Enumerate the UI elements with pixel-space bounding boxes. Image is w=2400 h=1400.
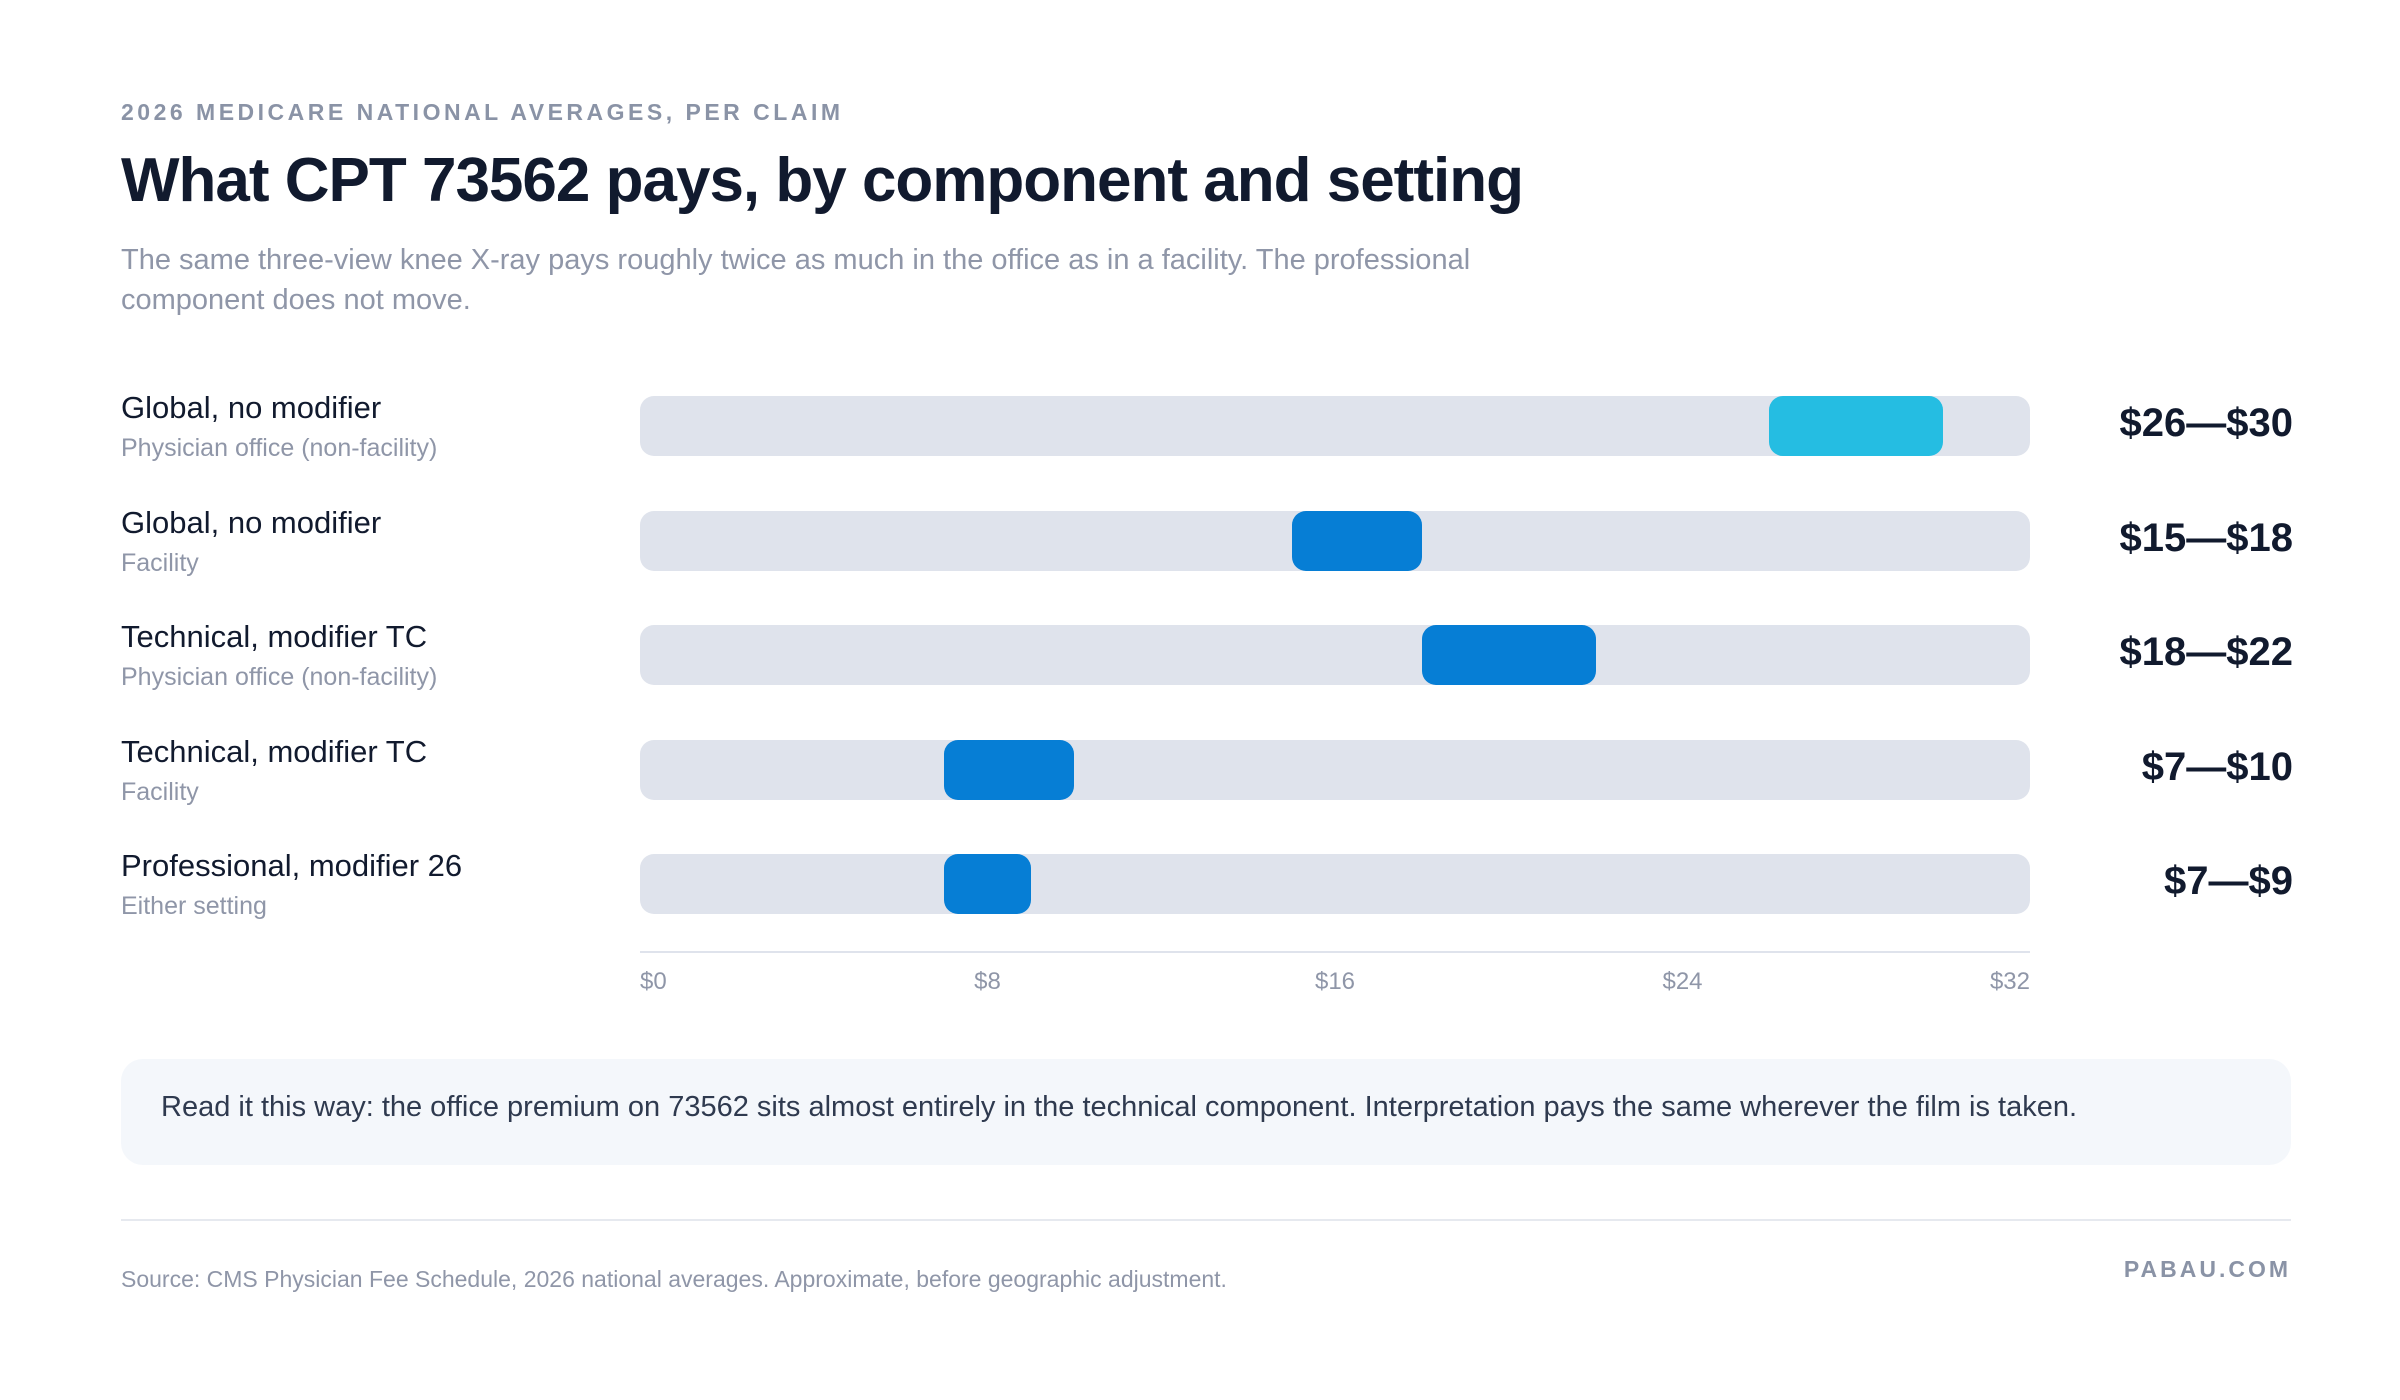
bar-track xyxy=(640,625,2030,685)
range-bar xyxy=(944,740,1075,800)
row-sublabel: Physician office (non-facility) xyxy=(121,663,438,691)
row-sublabel: Physician office (non-facility) xyxy=(121,434,438,462)
x-tick-label: $16 xyxy=(1314,968,1356,995)
chart-title: What CPT 73562 pays, by component and se… xyxy=(121,146,1524,215)
callout-box: Read it this way: the office premium on … xyxy=(121,1059,2291,1165)
range-value-label: $7—$9 xyxy=(2164,859,2293,903)
row-label: Technical, modifier TC xyxy=(121,734,428,769)
range-bar xyxy=(1769,396,1944,456)
range-bar xyxy=(1421,625,1596,685)
row-sublabel: Facility xyxy=(121,778,199,806)
row-sublabel: Facility xyxy=(121,549,199,577)
x-tick-label: $8 xyxy=(974,968,1001,995)
x-tick-label: $0 xyxy=(640,968,667,995)
row-label: Professional, modifier 26 xyxy=(121,848,463,883)
bar-track xyxy=(640,740,2030,800)
source-note: Source: CMS Physician Fee Schedule, 2026… xyxy=(121,1266,1227,1292)
footer-divider xyxy=(121,1219,2291,1221)
range-bar-chart: Global, no modifier Physician office (non… xyxy=(121,390,2293,995)
range-value-label: $15—$18 xyxy=(2119,516,2293,560)
x-axis-line xyxy=(640,951,2030,953)
callout-text: Read it this way: the office premium on … xyxy=(161,1091,2078,1123)
range-value-label: $26—$30 xyxy=(2119,401,2293,445)
x-tick-label: $24 xyxy=(1662,968,1703,995)
row-label: Global, no modifier xyxy=(121,505,382,540)
chart-eyebrow: 2026 MEDICARE NATIONAL AVERAGES, PER CLA… xyxy=(121,99,844,125)
range-value-label: $18—$22 xyxy=(2119,630,2293,674)
range-value-label: $7—$10 xyxy=(2141,745,2293,789)
chart-subtitle: The same three-view knee X-ray pays roug… xyxy=(121,244,1471,316)
row-label: Technical, modifier TC xyxy=(121,619,428,654)
row-label: Global, no modifier xyxy=(121,390,382,425)
x-tick-label: $32 xyxy=(1989,968,2030,995)
row-sublabel: Either setting xyxy=(121,892,267,920)
brand-mark: PABAU.COM xyxy=(2123,1256,2291,1282)
range-bar xyxy=(1291,511,1422,571)
bar-track xyxy=(640,854,2030,914)
range-bar xyxy=(944,854,1031,914)
